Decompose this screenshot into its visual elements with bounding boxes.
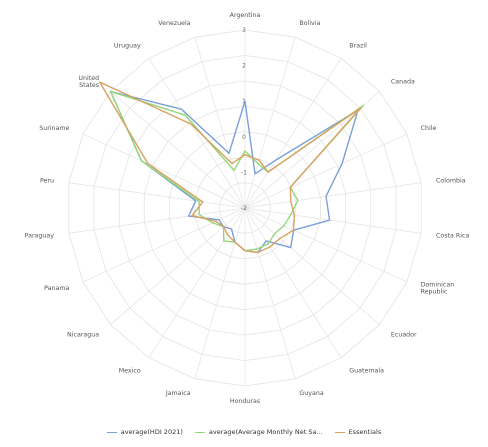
category-label: Honduras	[230, 398, 260, 405]
category-label: Bolivia	[299, 20, 320, 27]
legend-label: average(HDI 2021)	[120, 428, 183, 436]
radial-tick-label: -2	[241, 206, 247, 212]
grid-spoke	[244, 207, 422, 234]
grid-spoke	[244, 58, 342, 209]
category-label: Mexico	[119, 367, 141, 374]
grid-spoke	[82, 207, 246, 283]
category-label: Paraguay	[25, 233, 55, 240]
category-label: Suriname	[39, 125, 69, 132]
grid-spoke	[244, 207, 380, 325]
grid-spoke	[244, 133, 408, 209]
grid-spoke	[148, 58, 246, 209]
category-label: Peru	[40, 178, 54, 185]
radial-tick-label: 3	[242, 28, 246, 34]
category-label: Chile	[421, 125, 437, 132]
radar-grid	[68, 29, 422, 387]
grid-spoke	[244, 37, 296, 209]
category-label: Uruguay	[114, 43, 141, 50]
category-label: Dominican Republic	[421, 282, 455, 296]
grid-spoke	[68, 207, 246, 234]
legend-swatch	[106, 431, 117, 433]
radial-tick-label: -1	[241, 170, 247, 176]
category-label: Guatemala	[349, 367, 384, 374]
category-label: Guyana	[299, 390, 323, 397]
category-label: Venezuela	[158, 20, 190, 27]
grid-spoke	[194, 207, 246, 379]
grid-spoke	[68, 182, 246, 209]
grid-spoke	[244, 207, 296, 379]
legend-swatch	[334, 431, 345, 433]
grid-spoke	[244, 207, 342, 358]
category-label: Argentina	[230, 12, 261, 19]
category-label: Nicaragua	[67, 331, 99, 338]
legend-label: Essentials	[348, 428, 382, 436]
category-label: Canada	[391, 79, 415, 86]
grid-spoke	[110, 91, 246, 209]
grid-spoke	[148, 207, 246, 358]
category-label: Panama	[44, 285, 69, 292]
series-layer	[98, 81, 365, 254]
legend-label: average(Average Monthly Net Sa...	[208, 428, 323, 436]
category-labels: Argentina Bolivia Brazil Canada Chile Colombi…	[25, 12, 470, 405]
category-label: Brazil	[349, 43, 367, 50]
grid-spoke	[82, 133, 246, 209]
legend: average(HDI 2021) average(Average Monthly…	[0, 425, 488, 439]
category-label: United States	[78, 75, 99, 89]
legend-swatch	[194, 431, 205, 433]
category-label: Jamaica	[165, 390, 191, 397]
legend-item-2[interactable]: average(Average Monthly Net Sa...	[194, 428, 323, 436]
series-line-3[interactable]	[98, 81, 362, 254]
category-label: Colombia	[436, 178, 466, 185]
category-label: Costa Rica	[436, 233, 469, 240]
grid-spoke	[244, 207, 408, 283]
grid-spoke	[194, 37, 246, 209]
radial-tick-label: 0	[242, 135, 246, 141]
category-label: Ecuador	[391, 331, 417, 338]
radial-tick-label: 2	[242, 64, 246, 70]
grid-spoke	[110, 207, 246, 325]
grid-spoke	[244, 182, 422, 209]
legend-item-3[interactable]: Essentials	[334, 428, 382, 436]
legend-item-1[interactable]: average(HDI 2021)	[106, 428, 183, 436]
